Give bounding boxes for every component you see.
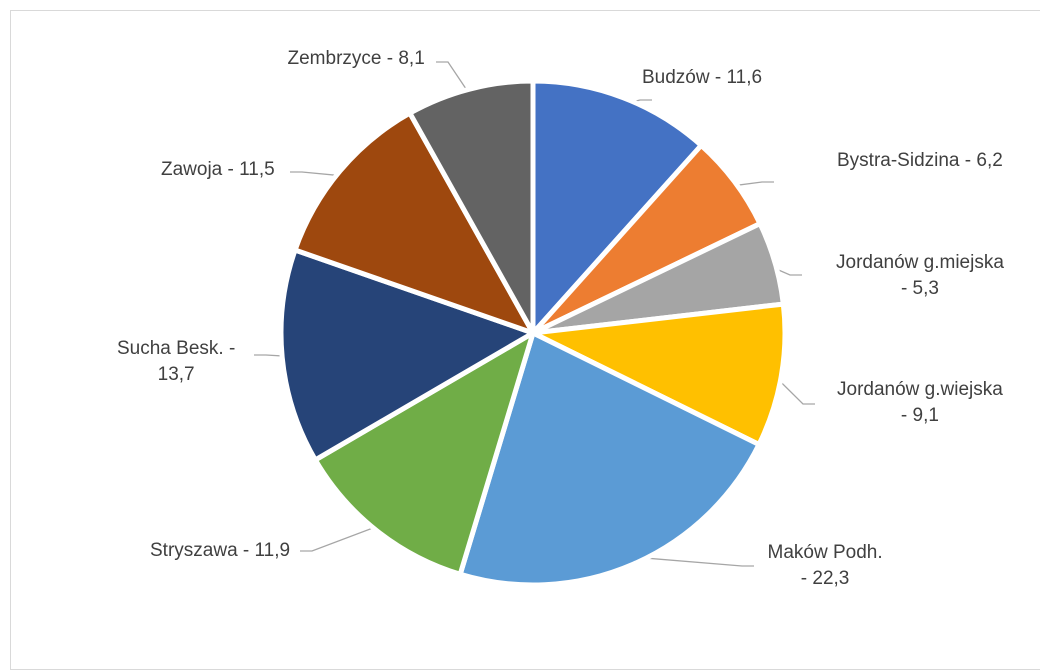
slice-label: Sucha Besk. - 13,7 [117, 336, 235, 388]
slice-label-line: Stryszawa - 11,9 [150, 540, 291, 561]
pie-slice [530, 301, 788, 448]
leader-line [290, 171, 347, 177]
slice-label-line: Sucha Besk. - [117, 338, 236, 359]
slice-label-line: - 5,3 [900, 278, 939, 299]
slice-label-line: - 9,1 [900, 405, 939, 426]
leader-line [300, 523, 383, 552]
leader-line [436, 61, 472, 98]
slice-label-line: - 22,3 [800, 568, 850, 589]
slice-label-line: Zawoja - 11,5 [161, 159, 275, 180]
slice-label: Jordanów g.miejska - 5,3 [836, 250, 1004, 302]
slice-label-line: Jordanów g.miejska [836, 252, 1004, 273]
pie-slice [407, 78, 536, 336]
slice-label-line: 13,7 [157, 364, 195, 385]
leader-line [772, 374, 815, 405]
slice-label: Budzów - 11,6 [642, 65, 762, 91]
pie-chart [254, 61, 815, 588]
pie-slice [457, 330, 762, 588]
pie-slice [312, 330, 536, 577]
slice-label: Maków Podh. - 22,3 [768, 540, 883, 592]
slice-label-line: Budzów - 11,6 [642, 67, 763, 88]
pie-slice [278, 247, 536, 463]
slice-label: Bystra-Sidzina - 6,2 [837, 148, 1003, 174]
pie-slice [530, 78, 704, 336]
slice-label-line: Bystra-Sidzina - 6,2 [837, 150, 1003, 171]
leader-line [630, 556, 754, 567]
pie-slice [292, 110, 536, 336]
slice-label-line: Zembrzyce - 8,1 [287, 48, 425, 69]
slice-label: Jordanów g.wiejska - 9,1 [837, 377, 1003, 429]
slice-label: Zawoja - 11,5 [161, 157, 275, 183]
slice-label: Stryszawa - 11,9 [150, 538, 290, 564]
slice-label: Zembrzyce - 8,1 [288, 46, 425, 72]
slice-label-line: Maków Podh. [767, 542, 883, 563]
slice-label-line: Jordanów g.wiejska [837, 379, 1003, 400]
